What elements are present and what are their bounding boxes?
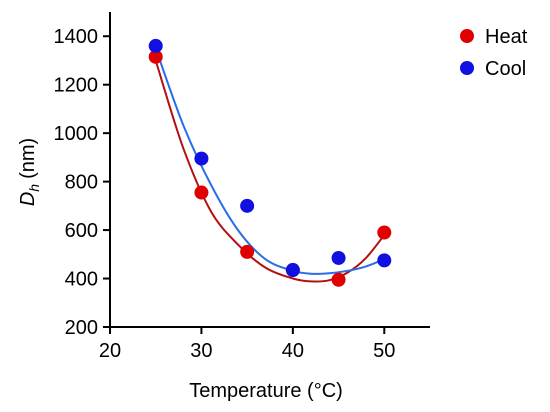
x-axis-title: Temperature (°C) <box>189 380 343 402</box>
y-axis-unit: (nm) <box>17 138 39 179</box>
data-point-cool <box>377 253 392 268</box>
data-point-cool <box>148 38 163 53</box>
fit-curve-cool <box>154 47 385 275</box>
data-point-heat <box>377 225 392 240</box>
x-tick-label: 50 <box>373 340 395 362</box>
data-point-heat <box>148 49 163 64</box>
y-axis-subscript: h <box>26 184 42 192</box>
y-axis-symbol: D <box>17 192 39 206</box>
y-tick-label: 800 <box>65 172 98 194</box>
y-ticks: 200 400 600 800 1000 1200 1400 <box>54 26 110 339</box>
data-point-cool <box>285 263 300 278</box>
x-tick-label: 40 <box>282 340 304 362</box>
data-point-cool <box>240 198 255 213</box>
legend-label-cool: Cool <box>485 58 526 80</box>
data-point-cool <box>194 151 209 166</box>
data-point-heat <box>331 272 346 287</box>
legend-marker-cool <box>460 61 474 75</box>
data-point-cool <box>331 250 346 265</box>
y-tick-label: 1400 <box>54 26 99 48</box>
y-tick-label: 400 <box>65 269 98 291</box>
legend-marker-heat <box>460 29 474 43</box>
legend: Heat Cool <box>460 26 528 80</box>
legend-label-heat: Heat <box>485 26 528 48</box>
plot-area <box>148 38 392 287</box>
y-tick-label: 600 <box>65 220 98 242</box>
y-tick-label: 200 <box>65 317 98 339</box>
x-tick-label: 20 <box>99 340 121 362</box>
x-ticks: 20 30 40 50 <box>99 327 395 362</box>
y-tick-label: 1000 <box>54 123 99 145</box>
data-point-heat <box>194 185 209 200</box>
fit-curve-heat <box>154 60 386 283</box>
data-point-heat <box>240 244 255 259</box>
axes <box>109 12 430 328</box>
y-tick-label: 1200 <box>54 75 99 97</box>
x-tick-label: 30 <box>190 340 212 362</box>
y-axis-title: Dh (nm) <box>17 138 42 206</box>
